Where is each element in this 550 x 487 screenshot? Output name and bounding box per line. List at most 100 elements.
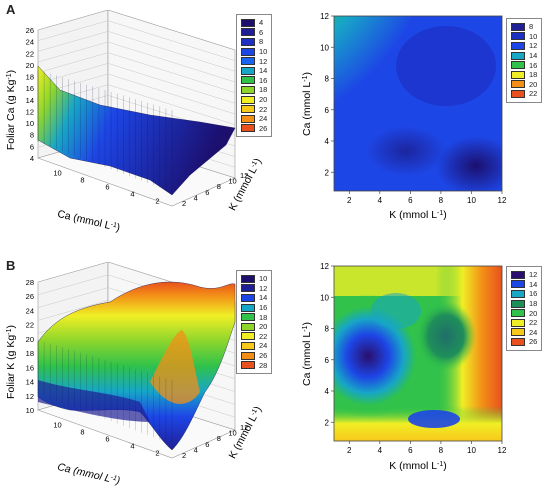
a-contour-legend-swatch [511,80,525,89]
b-surface-legend-label: 28 [259,360,268,370]
a-contour-legend-entry: 12 [511,41,537,51]
a-surface-legend-swatch [241,37,255,46]
b-surface-legend-swatch [241,284,255,293]
a-surface-legend-label: 6 [259,27,264,37]
a-contour-legend-label: 12 [529,41,538,51]
b-surface-legend-swatch [241,303,255,312]
a-contour-legend-label: 22 [529,89,538,99]
a-contour-y-tick: 2 [325,168,330,177]
b-contour-legend-swatch [511,328,525,337]
b-surface-z-tick: 14 [26,378,34,387]
a-surface-z-tick: 10 [26,119,34,128]
a-surface-z-tick: 8 [30,131,34,140]
a-contour-x-tick: 6 [408,196,413,205]
b-contour-legend-swatch [511,289,525,298]
b-contour-x-tick: 12 [498,446,507,455]
a-surface-gridline [107,41,236,83]
a-surface-legend-swatch [241,28,255,37]
b-contour-legend-swatch [511,270,525,279]
b-surface-z-tick: 22 [26,321,34,330]
b-contour-legend-label: 24 [529,327,538,337]
a-surface-gridline [107,52,236,93]
b-contour-legend-entry: 22 [511,318,537,328]
a-surface-legend-label: 4 [259,18,264,28]
a-surface-z-tick: 14 [26,96,34,105]
b-surface-gridline [37,287,109,308]
a-surface-xlabel: Ca (mmol L-1) [56,208,121,234]
b-surface-legend-entry: 28 [241,360,267,370]
a-surface-legend-swatch [241,105,255,114]
b-surface-legend-label: 24 [259,341,268,351]
b-contour-y-tick: 6 [325,356,330,365]
a-surface-x-tick: 2 [155,197,159,206]
b-surface-z-tick: 24 [26,306,34,315]
b-surface-z-tick: 26 [26,292,34,301]
a-surface-z-tick: 26 [26,26,34,35]
a-surface-legend-label: 24 [259,114,268,124]
a-surface-legend-entry: 10 [241,47,267,57]
a-surface-legend-entry: 4 [241,18,267,28]
b-contour-x-tick: 6 [408,446,413,455]
b-surface-zlabel: Foliar K (g Kg-1) [5,325,17,399]
a-surface-legend-entry: 20 [241,95,267,105]
a-contour-x-tick: 4 [378,196,383,205]
legend-b-surface: 10 12 14 16 18 20 22 24 26 28 [236,270,273,374]
a-contour-legend-label: 10 [529,31,538,41]
a-surface-z-tick: 6 [30,142,34,151]
a-contour-ylabel: Ca (mmol L-1) [301,72,313,136]
b-surface-legend-entry: 26 [241,351,267,361]
b-surface-gridline [37,300,109,321]
a-surface-gridline [107,84,236,125]
a-surface-legend-label: 16 [259,75,268,85]
b-surface-z-tick: 10 [26,406,34,415]
b-surface-legend-swatch [241,293,255,302]
a-surface-legend-entry: 8 [241,37,267,47]
a-surface-z-tick: 22 [26,49,34,58]
a-contour-y-tick: 4 [325,137,330,146]
b-contour-y-tick: 12 [320,262,329,271]
a-surface-z-tick: 18 [26,73,34,82]
b-surface-x-tick: 8 [80,428,84,437]
b-contour-legend-entry: 18 [511,299,537,309]
b-contour-legend-label: 18 [529,299,538,309]
a-contour-x-tick: 2 [347,196,352,205]
b-surface-legend-entry: 20 [241,322,267,332]
a-surface-legend-entry: 16 [241,76,267,86]
b-contour-legend-label: 22 [529,318,538,328]
b-surface-legend-label: 10 [259,274,268,284]
a-surface-legend-swatch [241,85,255,94]
a-contour-legend-label: 20 [529,79,538,89]
a-contour-legend-entry: 18 [511,70,537,80]
chart-b-contour: 2 4 6 8 10 12 2 4 6 8 10 12 K (mmol L-1) Ca (mmol … [301,262,507,472]
b-contour-legend-entry: 26 [511,337,537,347]
b-surface-legend-entry: 16 [241,303,267,313]
a-contour-legend-swatch [511,61,525,70]
a-contour-legend-swatch [511,51,525,60]
a-surface-legend-swatch [241,66,255,75]
b-surface-legend-entry: 24 [241,341,267,351]
a-contour-legend-entry: 10 [511,32,537,42]
b-contour-x-tick: 8 [439,446,444,455]
a-surface-legend-label: 18 [259,85,268,95]
a-contour-y-tick: 8 [325,75,330,84]
chart-a-contour: 2 4 6 8 10 12 2 4 6 8 10 12 K (mmol L-1) Ca (mmol … [301,12,507,221]
a-surface-legend-entry: 18 [241,85,267,95]
legend-b-contour: 12 14 16 18 20 22 24 26 [506,266,543,351]
b-surface-legend-swatch [241,341,255,350]
b-contour-legend-swatch [511,318,525,327]
b-surface-legend-swatch [241,332,255,341]
b-contour-legend-label: 20 [529,308,538,318]
legend-a-surface: 4 6 8 10 12 14 16 18 20 22 24 26 [236,14,273,138]
b-surface-legend-label: 26 [259,351,268,361]
a-contour-legend-entry: 20 [511,80,537,90]
a-contour-y-tick: 6 [325,106,330,115]
b-surface-y-tick: 4 [194,445,198,454]
b-surface-legend-entry: 22 [241,332,267,342]
b-surface-gridline [37,274,109,296]
b-contour-legend-swatch [511,337,525,346]
a-contour-legend-label: 18 [529,70,538,80]
a-surface-x-tick: 4 [130,190,134,199]
a-surface-z-tick: 16 [26,84,34,93]
a-surface-gridline [37,20,109,41]
b-contour-legend-label: 26 [529,337,538,347]
